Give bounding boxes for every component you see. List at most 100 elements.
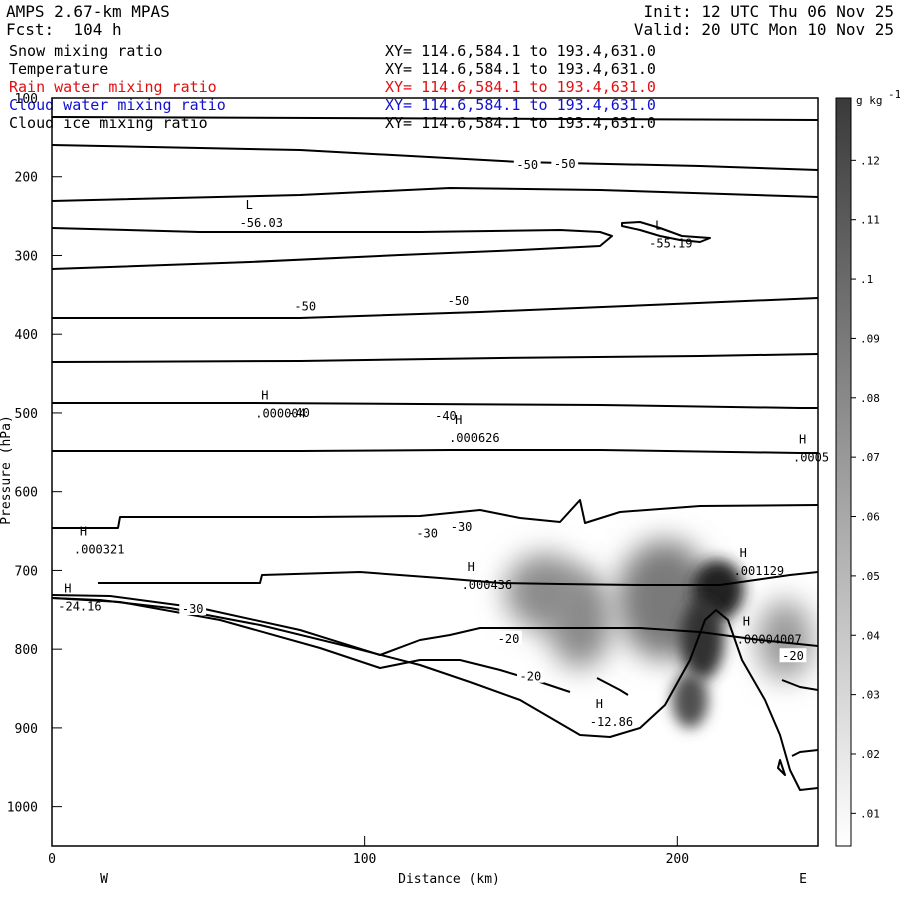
contour-label-bg bbox=[513, 156, 541, 171]
y-tick-label: 500 bbox=[15, 407, 38, 422]
field-label-cloud-water: Cloud water mixing ratio bbox=[9, 96, 226, 114]
extremum-mark: H bbox=[261, 388, 268, 402]
field-label-snow: Snow mixing ratio bbox=[9, 42, 163, 60]
contour-label: -40 bbox=[435, 409, 457, 423]
contour-label: -30 bbox=[451, 520, 473, 534]
extremum-value: .000436 bbox=[462, 578, 513, 592]
extremum-value: .001129 bbox=[734, 564, 785, 578]
y-tick-label: 900 bbox=[15, 722, 38, 737]
extremum-value: -56.03 bbox=[240, 216, 283, 230]
colorbar-tick-label: .07 bbox=[860, 451, 880, 464]
field-label-temperature: Temperature bbox=[9, 60, 109, 78]
terrain-profile bbox=[52, 597, 818, 791]
contour-labels: -50 -50 -50 -50 -40 -40 -30 -30 -30 -20 -20 -20 bbox=[179, 156, 807, 684]
x-axis-title: Distance (km) bbox=[398, 872, 500, 887]
extremum-value: -55.19 bbox=[649, 236, 692, 250]
field-xy-rain: XY= 114.6,584.1 to 193.4,631.0 bbox=[385, 78, 656, 96]
extremum-mark: H bbox=[743, 614, 750, 628]
contour-label-bg bbox=[551, 156, 579, 171]
temperature-contours bbox=[52, 116, 818, 693]
x-axis: 0 100 200 bbox=[48, 836, 689, 867]
extremum-mark: H bbox=[596, 697, 603, 711]
x-tick-label: 200 bbox=[666, 852, 689, 867]
colorbar-tick-label: .09 bbox=[860, 332, 880, 345]
colorbar: .01 .02 .03 .04 .05 .06 .07 .08 .09 .1 .11 .12 g kg… bbox=[835, 88, 900, 847]
colorbar-tick-label: .06 bbox=[860, 511, 880, 524]
contour-label: -20 bbox=[498, 632, 520, 646]
contour-label: -40 bbox=[288, 406, 310, 420]
extremum-mark: H bbox=[468, 560, 475, 574]
contour-label-bg bbox=[432, 408, 460, 423]
contour-label-bg bbox=[413, 525, 441, 540]
field-label-rain: Rain water mixing ratio bbox=[9, 78, 217, 96]
extremum-mark: H bbox=[799, 433, 806, 447]
extremum-value: -24.16 bbox=[58, 599, 101, 613]
y-tick-label: 100 bbox=[15, 92, 38, 107]
valid-time: Valid: 20 UTC Mon 10 Nov 25 bbox=[633, 20, 894, 39]
colorbar-tick-label: .01 bbox=[860, 807, 880, 820]
contour-label: -50 bbox=[516, 158, 538, 172]
x-tick-label: 0 bbox=[48, 852, 56, 867]
contour-label: -20 bbox=[782, 649, 804, 663]
extremum-mark: H bbox=[80, 525, 87, 539]
extrema-markers: L -56.03 L -55.19 H .000004 H .000626 H .0005 H .00… bbox=[58, 198, 829, 729]
extremum-mark: L bbox=[655, 218, 662, 232]
plot-frame bbox=[51, 97, 819, 847]
y-tick-label: 200 bbox=[15, 171, 38, 186]
init-time: Init: 12 UTC Thu 06 Nov 25 bbox=[643, 2, 894, 21]
field-xy-temperature: XY= 114.6,584.1 to 193.4,631.0 bbox=[385, 60, 656, 78]
contour-label-bg bbox=[779, 648, 807, 663]
contour-label-bg bbox=[291, 298, 319, 313]
contour-label: -50 bbox=[294, 300, 316, 314]
extremum-value: .000626 bbox=[449, 431, 500, 445]
extremum-value: .00004007 bbox=[737, 632, 802, 646]
contour-label-bg bbox=[495, 630, 522, 645]
contour-label-bg bbox=[516, 668, 544, 683]
extremum-value: .000004 bbox=[255, 406, 306, 420]
contour-label: -30 bbox=[416, 526, 438, 540]
contour-label-bg bbox=[179, 601, 207, 616]
x-tick-label: 100 bbox=[353, 852, 376, 867]
y-tick-label: 1000 bbox=[7, 801, 38, 816]
y-axis: 100 200 300 400 500 600 700 800 900 1000 bbox=[7, 92, 62, 816]
colorbar-tick-label: .08 bbox=[860, 392, 880, 405]
extremum-mark: L bbox=[246, 198, 253, 212]
contour-label: -30 bbox=[182, 602, 204, 616]
y-tick-label: 800 bbox=[15, 643, 38, 658]
colorbar-tick-label: .03 bbox=[860, 689, 880, 702]
east-label: E bbox=[799, 872, 807, 887]
extremum-mark: H bbox=[64, 581, 71, 595]
y-tick-label: 300 bbox=[15, 249, 38, 264]
y-tick-label: 600 bbox=[15, 486, 38, 501]
contour-label: -50 bbox=[554, 157, 576, 171]
y-axis-title: Pressure (hPa) bbox=[0, 415, 14, 525]
contour-label-bg bbox=[448, 519, 475, 534]
y-tick-label: 400 bbox=[15, 328, 38, 343]
contour-label: -20 bbox=[520, 670, 542, 684]
colorbar-unit: g kg bbox=[856, 94, 883, 107]
extremum-value: -12.86 bbox=[590, 715, 633, 729]
extremum-mark: H bbox=[455, 413, 462, 427]
contour-label-bg bbox=[445, 293, 472, 308]
west-label: W bbox=[100, 872, 108, 887]
contour-label: -50 bbox=[448, 294, 470, 308]
forecast-hour: Fcst: 104 h bbox=[6, 20, 122, 39]
colorbar-tick-label: .12 bbox=[860, 154, 880, 167]
y-tick-label: 700 bbox=[15, 564, 38, 579]
colorbar-tick-label: .1 bbox=[860, 273, 873, 286]
field-xy-cloud-water: XY= 114.6,584.1 to 193.4,631.0 bbox=[385, 96, 656, 114]
extremum-value: .0005 bbox=[793, 451, 829, 465]
extremum-value: .000321 bbox=[74, 543, 125, 557]
colorbar-tick-label: .11 bbox=[860, 214, 880, 227]
contour-label-bg bbox=[285, 404, 313, 419]
colorbar-tick-label: .05 bbox=[860, 570, 880, 583]
mixing-ratio-shading bbox=[505, 540, 813, 728]
colorbar-tick-label: .02 bbox=[860, 748, 880, 761]
model-title: AMPS 2.67-km MPAS bbox=[6, 2, 170, 21]
extremum-mark: H bbox=[740, 546, 747, 560]
field-label-cloud-ice: Cloud ice mixing ratio bbox=[9, 114, 208, 132]
field-xy-snow: XY= 114.6,584.1 to 193.4,631.0 bbox=[385, 42, 656, 60]
colorbar-unit-exponent: -1 bbox=[888, 88, 900, 101]
colorbar-tick-label: .04 bbox=[860, 629, 880, 642]
